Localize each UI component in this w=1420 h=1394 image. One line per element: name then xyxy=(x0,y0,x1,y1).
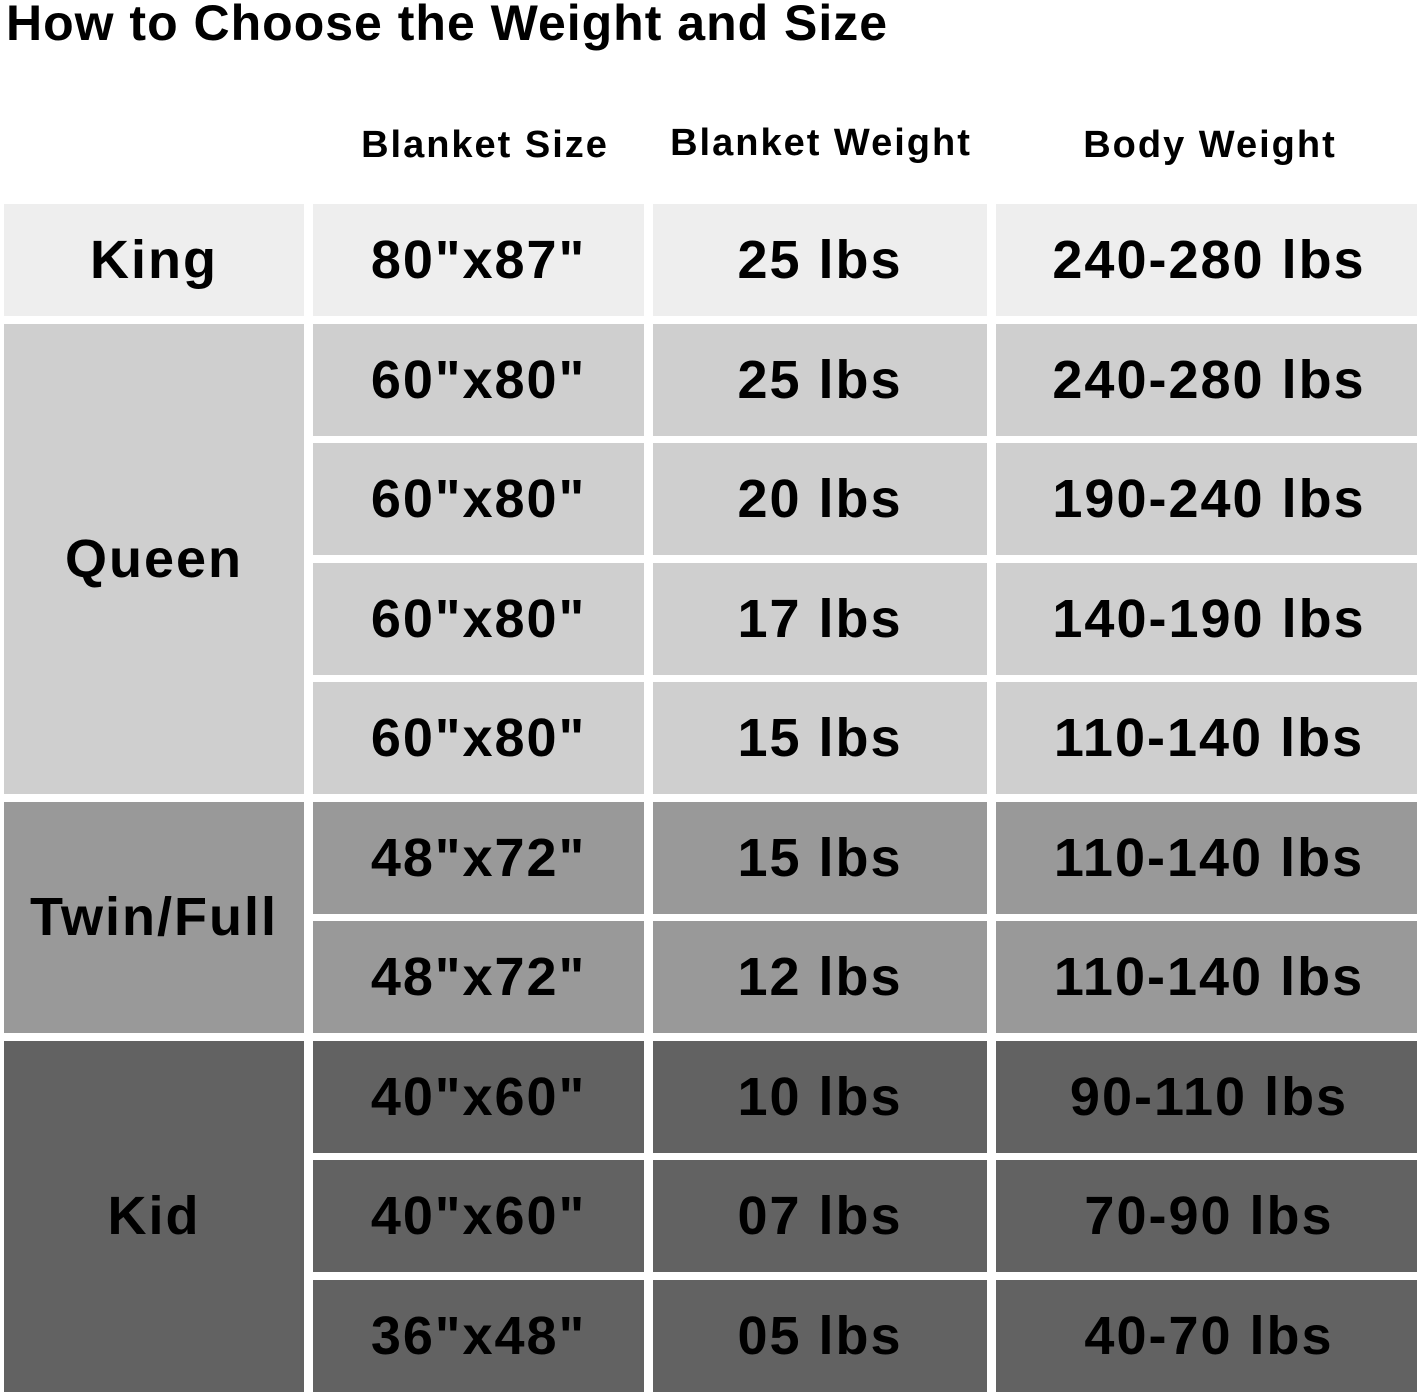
blanket-weight-cell: 15 lbs xyxy=(653,682,987,794)
group-label: Queen xyxy=(4,323,304,794)
body-weight-cell: 110-140 lbs xyxy=(996,921,1417,1033)
body-weight-cell: 40-70 lbs xyxy=(996,1279,1417,1392)
blanket-weight-cell: 10 lbs xyxy=(653,1040,987,1153)
blanket-weight-cell: 20 lbs xyxy=(653,443,987,555)
blanket-weight-cell: 15 lbs xyxy=(653,801,987,914)
blanket-size-cell: 60"x80" xyxy=(313,562,644,675)
blanket-weight-cell: 05 lbs xyxy=(653,1279,987,1392)
blanket-size-cell: 60"x80" xyxy=(313,443,644,555)
blanket-size-cell: 36"x48" xyxy=(313,1279,644,1392)
page-title: How to Choose the Weight and Size xyxy=(6,0,889,51)
group-label: Kid xyxy=(4,1040,304,1392)
group-label: Twin/Full xyxy=(4,801,304,1033)
group-label: King xyxy=(4,204,304,316)
body-weight-cell: 110-140 lbs xyxy=(996,682,1417,794)
body-weight-cell: 140-190 lbs xyxy=(996,562,1417,675)
blanket-size-cell: 60"x80" xyxy=(313,682,644,794)
blanket-size-cell: 40"x60" xyxy=(313,1160,644,1272)
blanket-size-cell: 40"x60" xyxy=(313,1040,644,1153)
blanket-weight-cell: 12 lbs xyxy=(653,921,987,1033)
blanket-weight-cell: 25 lbs xyxy=(653,204,987,316)
blanket-weight-cell: 07 lbs xyxy=(653,1160,987,1272)
blanket-weight-cell: 25 lbs xyxy=(653,323,987,436)
body-weight-cell: 110-140 lbs xyxy=(996,801,1417,914)
body-weight-cell: 240-280 lbs xyxy=(996,204,1417,316)
blanket-size-cell: 80"x87" xyxy=(313,204,644,316)
size-table: King 80"x87" 25 lbs 240-280 lbs Queen 60"x80"… xyxy=(4,204,1417,1392)
body-weight-cell: 240-280 lbs xyxy=(996,323,1417,436)
body-weight-cell: 190-240 lbs xyxy=(996,443,1417,555)
blanket-size-cell: 48"x72" xyxy=(313,801,644,914)
blanket-weight-cell: 17 lbs xyxy=(653,562,987,675)
header-blanket-size: Blanket Size xyxy=(361,124,609,166)
blanket-size-cell: 60"x80" xyxy=(313,323,644,436)
header-blanket-weight: Blanket Weight xyxy=(670,122,972,164)
blanket-size-cell: 48"x72" xyxy=(313,921,644,1033)
body-weight-cell: 90-110 lbs xyxy=(996,1040,1417,1153)
body-weight-cell: 70-90 lbs xyxy=(996,1160,1417,1272)
header-body-weight: Body Weight xyxy=(1083,124,1337,166)
